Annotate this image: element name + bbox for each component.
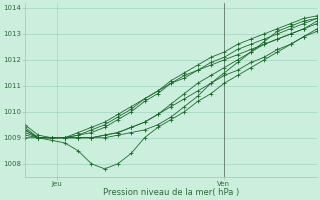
- X-axis label: Pression niveau de la mer( hPa ): Pression niveau de la mer( hPa ): [103, 188, 239, 197]
